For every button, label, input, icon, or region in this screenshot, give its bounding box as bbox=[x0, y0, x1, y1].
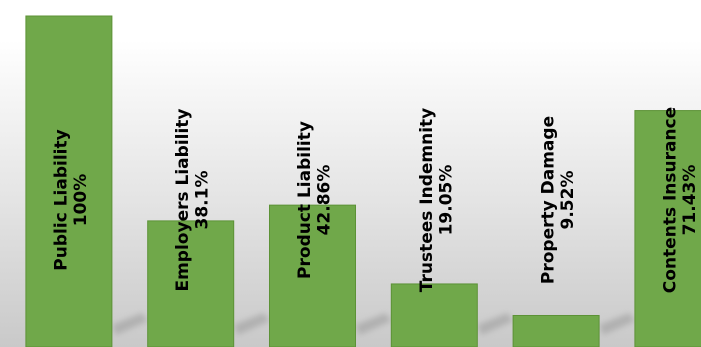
bar-label-product-liability: Product Liability42.86% bbox=[295, 121, 335, 279]
bar-shadow-product-liability bbox=[355, 313, 392, 335]
bars bbox=[25, 15, 701, 347]
bar-shadow-trustees-indemnity bbox=[477, 313, 514, 335]
value-label-public-liability: 100% bbox=[71, 174, 91, 227]
bar-shadow-public-liability bbox=[111, 313, 148, 335]
category-label-property-damage: Property Damage bbox=[539, 116, 559, 284]
bar-public-liability bbox=[25, 15, 113, 347]
bar-contents-insurance bbox=[634, 110, 701, 347]
category-label-employers-liability: Employers Liability bbox=[173, 108, 193, 291]
bar-product-liability bbox=[269, 204, 356, 347]
bar-employers-liability bbox=[147, 220, 235, 347]
value-label-employers-liability: 38.1% bbox=[193, 171, 213, 230]
category-label-product-liability: Product Liability bbox=[295, 121, 315, 279]
bar-label-contents-insurance: Contents Insurance71.43% bbox=[660, 107, 700, 293]
category-label-contents-insurance: Contents Insurance bbox=[660, 107, 680, 293]
bar-trustees-indemnity bbox=[390, 283, 478, 347]
bar-shadow-property-damage bbox=[599, 313, 636, 335]
bar-labels: Public Liability100% Employers Liability3… bbox=[51, 107, 700, 293]
bar-label-trustees-indemnity: Trustees Indemnity19.05% bbox=[417, 108, 457, 293]
value-label-property-damage: 9.52% bbox=[558, 171, 578, 230]
category-label-trustees-indemnity: Trustees Indemnity bbox=[417, 108, 437, 293]
bar-label-employers-liability: Employers Liability38.1% bbox=[173, 108, 213, 291]
value-label-contents-insurance: 71.43% bbox=[680, 165, 700, 236]
bar-label-property-damage: Property Damage9.52% bbox=[539, 116, 579, 284]
bar-property-damage bbox=[512, 314, 600, 347]
value-label-trustees-indemnity: 19.05% bbox=[436, 165, 456, 236]
bar-label-public-liability: Public Liability100% bbox=[51, 129, 91, 270]
category-label-public-liability: Public Liability bbox=[51, 129, 71, 270]
bar-shadows bbox=[111, 313, 636, 335]
bar-shadow-employers-liability bbox=[233, 313, 270, 335]
value-label-product-liability: 42.86% bbox=[315, 165, 335, 236]
